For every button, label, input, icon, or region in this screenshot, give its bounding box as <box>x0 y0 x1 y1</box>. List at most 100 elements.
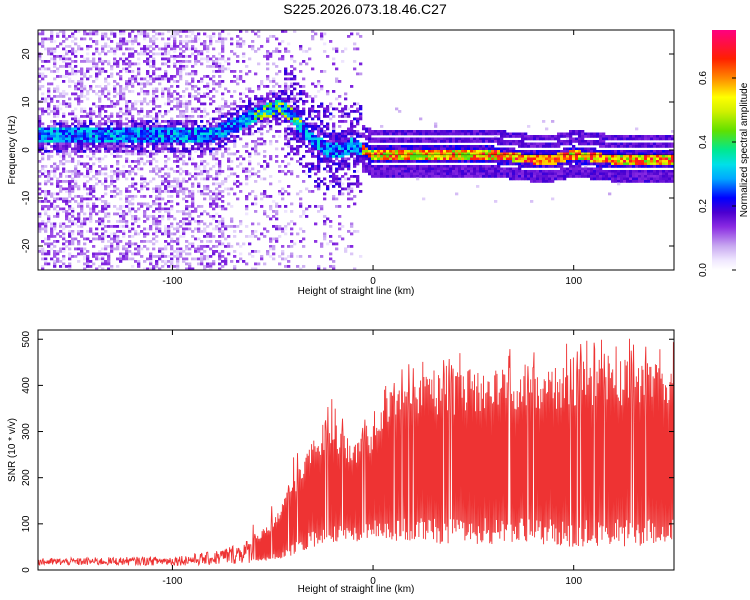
spectrogram-cell <box>266 215 270 218</box>
spectrogram-cell <box>188 247 192 251</box>
spectrogram-cell <box>59 162 63 166</box>
spectrogram-cell <box>266 75 270 78</box>
spectrogram-cell <box>188 147 192 151</box>
spectrogram-cell <box>212 100 216 103</box>
spectrogram-cell <box>203 265 207 268</box>
spectrogram-cell <box>200 142 204 146</box>
spectrogram-cell <box>101 87 105 91</box>
spectrogram-cell <box>290 77 294 81</box>
spectrogram-cell <box>347 245 351 248</box>
spectrogram-cell <box>68 252 72 256</box>
spectrogram-cell <box>137 72 141 76</box>
spectrogram-cell <box>179 35 183 38</box>
spectrogram-cell <box>464 160 468 163</box>
spectrogram-cell <box>119 205 123 208</box>
spectrogram-cell <box>227 175 231 178</box>
spectrogram-cell <box>209 40 213 43</box>
spectrogram-cell <box>170 240 174 243</box>
spectrogram-cell <box>308 150 312 153</box>
spectrogram-cell <box>191 52 195 56</box>
spectrogram-cell <box>152 157 156 161</box>
spectrogram-cell <box>296 175 300 178</box>
spectrogram-cell <box>311 82 315 86</box>
spectrogram-cell <box>146 57 150 61</box>
spectrogram-cell <box>380 165 384 168</box>
spectrogram-cell <box>329 157 333 161</box>
spectrogram-cell <box>182 227 186 231</box>
spectrogram-cell <box>113 95 117 98</box>
spectrogram-cell <box>131 115 135 118</box>
spectrogram-cell <box>101 227 105 231</box>
spectrogram-cell <box>68 247 72 251</box>
spectrogram-cell <box>68 35 72 38</box>
spectrogram-cell <box>125 190 129 193</box>
spectrogram-cell <box>125 107 129 111</box>
spectrogram-cell <box>341 135 345 138</box>
spectrogram-cell <box>116 170 120 173</box>
spectrogram-cell <box>305 132 309 136</box>
spectrogram-cell <box>176 127 180 131</box>
spectrogram-cell <box>305 50 309 53</box>
spectrogram-cell <box>89 60 93 63</box>
spectrogram-cell <box>254 195 258 198</box>
spectrogram-cell <box>476 165 480 168</box>
spectrogram-cell <box>56 192 60 196</box>
spectrogram-cell <box>68 112 72 116</box>
spectrogram-cell <box>101 255 105 258</box>
spectrogram-cell <box>65 145 69 148</box>
spectrogram-cell <box>185 30 189 33</box>
spectrogram-cell <box>116 125 120 128</box>
spectrogram-cell <box>239 162 243 166</box>
spectrogram-cell <box>461 132 465 136</box>
spectrogram-cell <box>152 72 156 76</box>
spectrogram-cell <box>104 137 108 141</box>
spectrogram-cell <box>425 160 429 163</box>
spectrogram-cell <box>461 175 465 178</box>
spectrogram-cell <box>146 132 150 136</box>
spectrogram-cell <box>50 82 54 86</box>
spectrogram-cell <box>335 177 339 181</box>
spectrogram-cell <box>116 172 120 176</box>
spectrogram-cell <box>257 127 261 131</box>
spectrogram-cell <box>53 65 57 68</box>
spectrogram-cell <box>338 140 342 143</box>
spectrogram-cell <box>287 245 291 248</box>
spectrogram-cell <box>251 222 255 226</box>
spectrogram-cell <box>317 182 321 186</box>
spectrogram-cell <box>227 67 231 71</box>
spectrogram-cell <box>71 240 75 243</box>
spectrogram-cell <box>338 205 342 208</box>
spectrogram-cell <box>74 142 78 146</box>
spectrogram-cell <box>170 167 174 171</box>
spectrogram-cell <box>434 122 438 126</box>
spectrogram-cell <box>107 255 111 258</box>
spectrogram-cell <box>47 125 51 128</box>
spectrogram-cell <box>53 192 57 196</box>
spectrogram-cell <box>206 177 210 181</box>
spectrogram-cell <box>170 262 174 266</box>
spectrogram-cell <box>215 90 219 93</box>
spectrogram-cell <box>65 135 69 138</box>
spectrogram-cell <box>296 107 300 111</box>
spectrogram-cell <box>359 160 363 163</box>
spectrogram-cell <box>206 262 210 266</box>
spectrogram-cell <box>224 102 228 106</box>
spectrogram-cell <box>170 252 174 256</box>
spectrogram-cell <box>149 215 153 218</box>
spectrogram-cell <box>233 192 237 196</box>
spectrogram-cell <box>164 132 168 136</box>
spectrogram-cell <box>290 240 294 243</box>
spectrogram-cell <box>296 127 300 131</box>
spectrogram-cell <box>431 147 435 151</box>
spectrogram-cell <box>188 210 192 213</box>
spectrogram-cell <box>287 117 291 121</box>
spectrogram-cell <box>206 170 210 173</box>
spectrogram-cell <box>137 202 141 206</box>
spectrogram-cell <box>440 175 444 178</box>
spectrogram-cell <box>200 120 204 123</box>
spectrogram-cell <box>80 60 84 63</box>
spectrogram-cell <box>107 82 111 86</box>
spectrogram-cell <box>296 135 300 138</box>
spectrogram-cell <box>44 222 48 226</box>
spectrogram-cell <box>77 132 81 136</box>
